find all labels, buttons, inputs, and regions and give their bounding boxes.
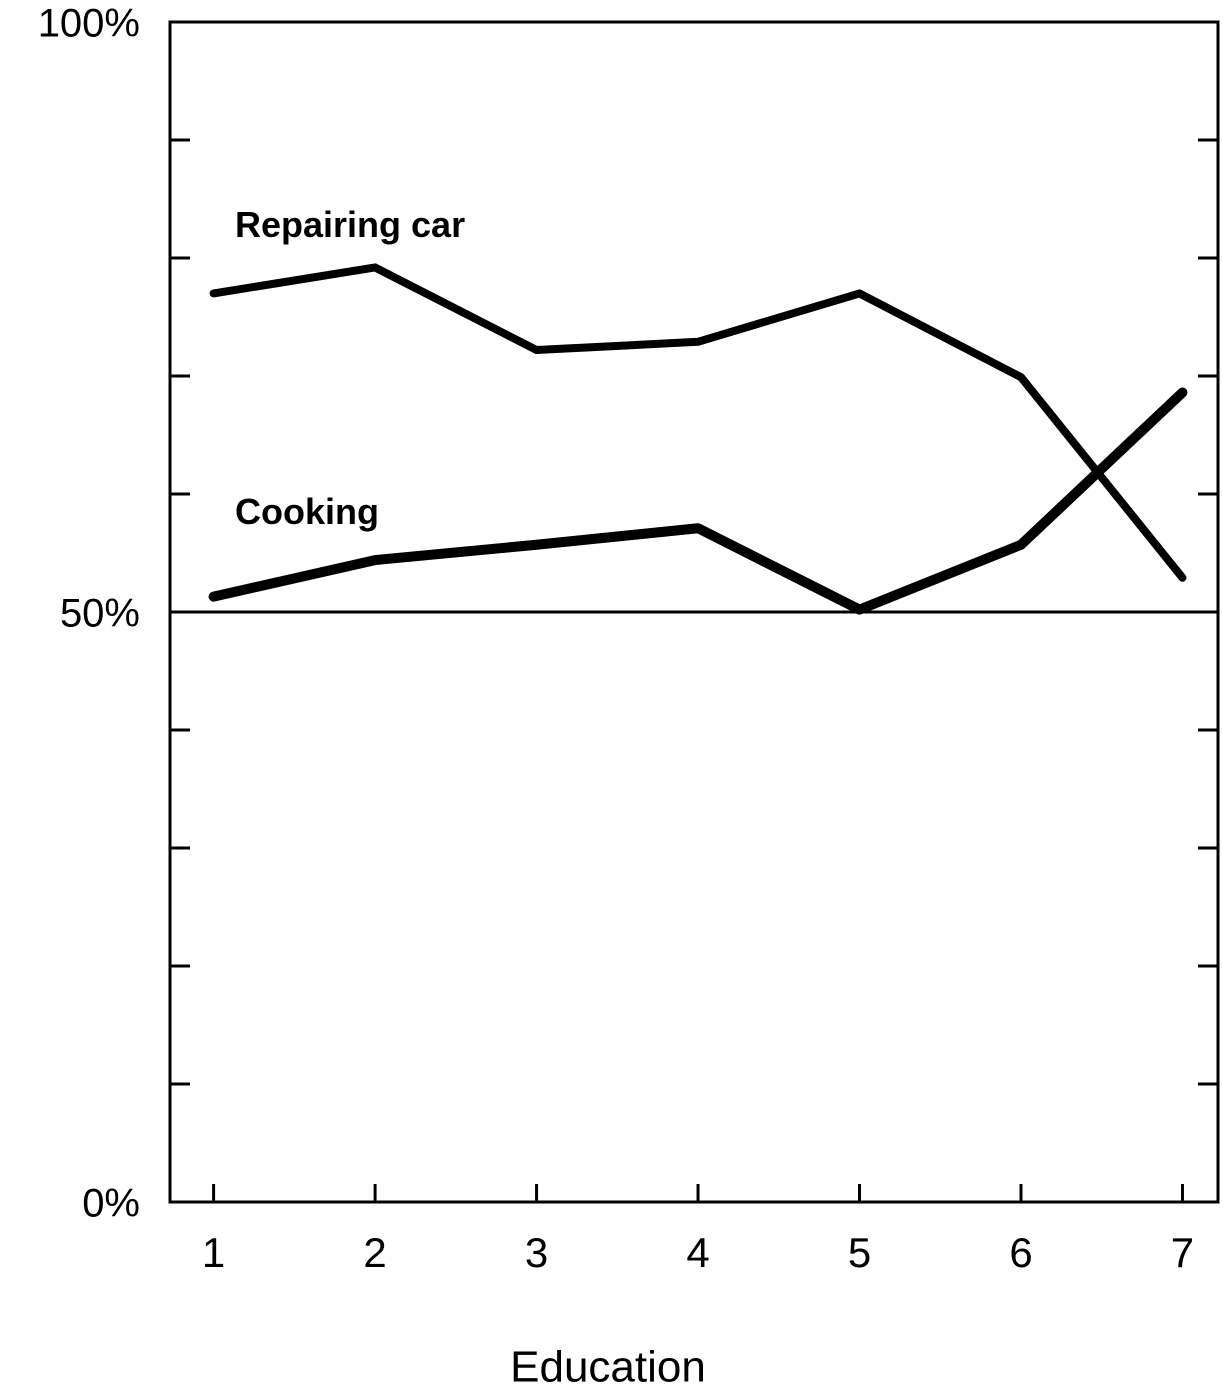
x-tick-label: 4 (686, 1229, 709, 1276)
x-tick-label: 6 (1009, 1229, 1032, 1276)
y-tick-label: 0% (82, 1182, 140, 1226)
x-axis-label: Education (510, 1343, 706, 1392)
y-tick-label: 100% (38, 2, 140, 46)
x-tick-label: 7 (1171, 1229, 1194, 1276)
series-label: Repairing car (235, 204, 465, 245)
x-tick-label: 5 (848, 1229, 871, 1276)
series-label: Cooking (235, 491, 379, 532)
series-line (208, 387, 1188, 615)
y-tick-label: 50% (60, 592, 140, 636)
x-tick-label: 1 (202, 1229, 225, 1276)
x-tick-label: 2 (363, 1229, 386, 1276)
x-tick-label: 3 (525, 1229, 548, 1276)
series-line (209, 263, 1187, 582)
